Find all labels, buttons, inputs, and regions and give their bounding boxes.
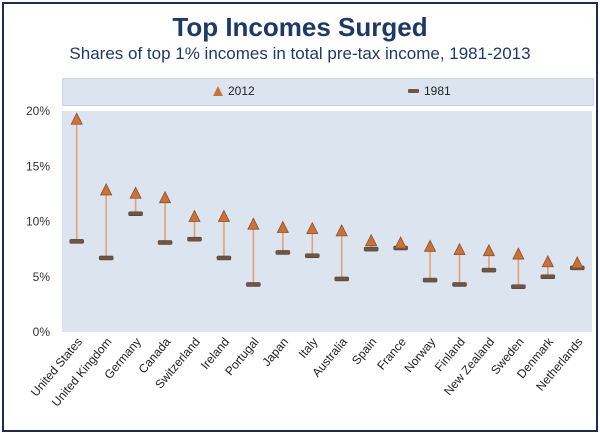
legend-label-2012: 2012 bbox=[228, 84, 255, 98]
bar-marker-icon bbox=[408, 89, 419, 93]
y-tick-label: 15% bbox=[26, 159, 50, 173]
marker-1981 bbox=[246, 282, 261, 287]
marker-2012 bbox=[571, 255, 584, 269]
marker-1981 bbox=[334, 276, 349, 282]
marker-2012 bbox=[482, 243, 496, 257]
marker-2012 bbox=[541, 254, 554, 268]
x-tick-label: Italy bbox=[296, 335, 321, 361]
chart-subtitle: Shares of top 1% incomes in total pre-ta… bbox=[69, 44, 531, 63]
marker-1981 bbox=[363, 246, 379, 252]
legend: 2012 1981 bbox=[62, 78, 594, 106]
marker-1981 bbox=[157, 240, 173, 245]
y-tick-label: 20% bbox=[26, 104, 50, 118]
marker-2012 bbox=[365, 233, 378, 247]
x-tick-label: Japan bbox=[259, 335, 291, 369]
marker-1981 bbox=[216, 255, 232, 261]
legend-item-2012: 2012 bbox=[213, 84, 255, 98]
marker-1981 bbox=[511, 284, 526, 289]
y-tick-label: 0% bbox=[33, 325, 51, 339]
legend-item-1981: 1981 bbox=[408, 84, 451, 98]
marker-2012 bbox=[129, 186, 142, 199]
marker-1981 bbox=[187, 236, 202, 242]
marker-1981 bbox=[422, 277, 438, 283]
marker-2012 bbox=[188, 209, 201, 222]
marker-2012 bbox=[217, 209, 231, 222]
marker-1981 bbox=[540, 274, 556, 279]
marker-1981 bbox=[128, 211, 143, 217]
marker-2012 bbox=[423, 239, 437, 252]
marker-1981 bbox=[98, 255, 114, 261]
marker-2012 bbox=[247, 217, 260, 230]
chart-title: Top Incomes Surged bbox=[172, 12, 428, 42]
marker-1981 bbox=[275, 250, 291, 255]
marker-2012 bbox=[100, 183, 113, 196]
marker-2012 bbox=[394, 236, 407, 249]
marker-2012 bbox=[306, 221, 319, 235]
legend-label-1981: 1981 bbox=[424, 84, 451, 98]
marker-2012 bbox=[453, 242, 466, 256]
x-tick-label: Norway bbox=[401, 335, 438, 375]
marker-1981 bbox=[452, 282, 467, 287]
y-tick-label: 10% bbox=[26, 215, 50, 229]
marker-1981 bbox=[305, 253, 320, 259]
triangle-marker-icon bbox=[213, 86, 223, 96]
plot-area bbox=[62, 111, 592, 332]
marker-2012 bbox=[335, 223, 348, 237]
marker-2012 bbox=[512, 247, 525, 260]
marker-2012 bbox=[70, 112, 83, 125]
marker-2012 bbox=[158, 190, 172, 204]
marker-2012 bbox=[276, 220, 289, 233]
marker-1981 bbox=[481, 267, 497, 273]
marker-1981 bbox=[69, 239, 84, 244]
y-tick-label: 5% bbox=[33, 270, 51, 284]
